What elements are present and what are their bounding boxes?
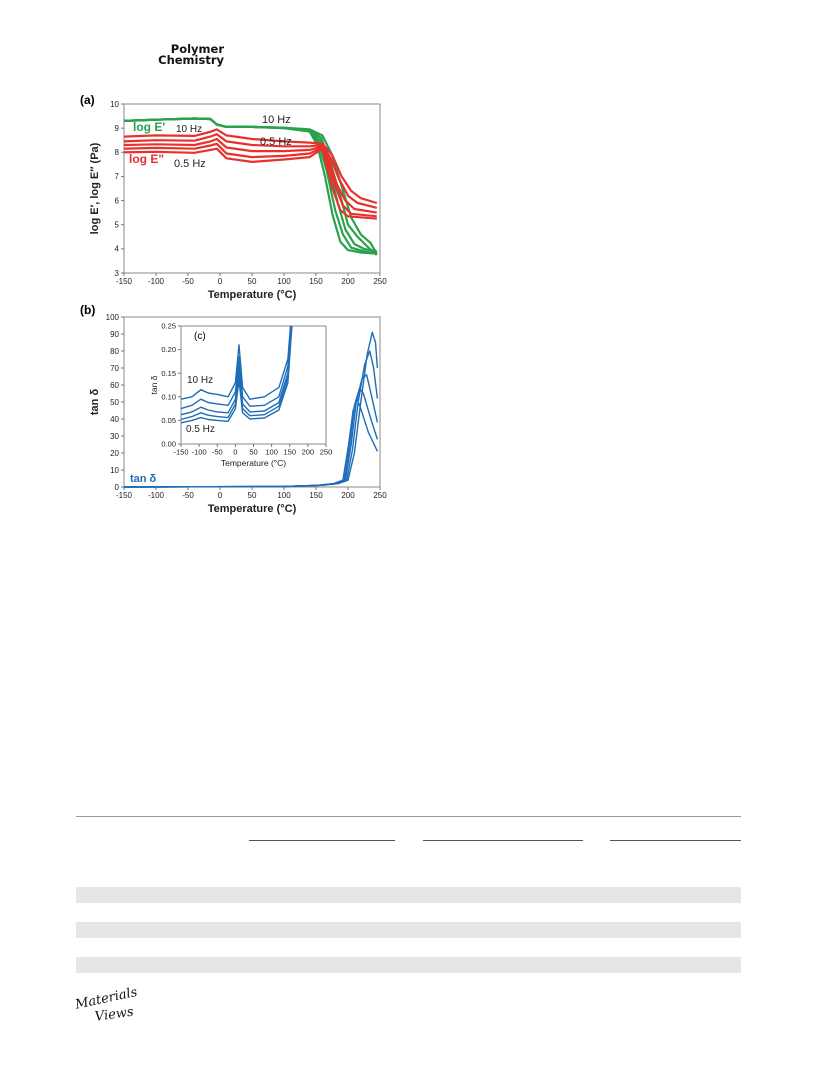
x-tick-label: 150 [309, 491, 323, 500]
y-tick-label: 4 [115, 245, 120, 254]
series-line [123, 142, 377, 218]
y-tick-label: 100 [106, 313, 120, 322]
materialsviews-logo: Materials Views [74, 985, 154, 1028]
x-tick-label: 250 [373, 491, 387, 500]
panel-b-label: (b) [80, 303, 95, 317]
series-line [123, 397, 379, 488]
table-row [76, 957, 741, 973]
table-row [76, 887, 741, 903]
series-line [180, 325, 293, 424]
x-tick-label: 50 [249, 448, 257, 457]
series-line [123, 137, 377, 214]
x-tick-label: -50 [182, 491, 194, 500]
journal-logo: Polymer Chemistry [158, 42, 224, 67]
x-tick-label: -150 [116, 277, 133, 286]
y-tick-label: 0.05 [161, 416, 176, 425]
chart-annotation: 10 Hz [262, 114, 291, 126]
x-tick-label: 100 [277, 277, 291, 286]
x-tick-label: -100 [192, 448, 207, 457]
x-tick-label: 250 [373, 277, 387, 286]
chart-a: -150 -100 -50 0 50 100 150 200 250 3 4 5 6 7 8 9 10 Tempe… [89, 100, 387, 301]
y-tick-label: 9 [115, 124, 120, 133]
chart-annotation: log E" [129, 152, 164, 166]
y-tick-label: 7 [115, 172, 120, 181]
y-tick-label: 0.15 [161, 369, 176, 378]
y-tick-label: 0.25 [161, 322, 176, 331]
y-tick-label: 90 [110, 330, 119, 339]
y-axis-label: log E′, log E′′ (Pa) [89, 142, 101, 234]
x-tick-label: 0 [233, 448, 237, 457]
x-tick-label: -150 [116, 491, 133, 500]
y-axis-label: tan δ [149, 375, 159, 394]
y-tick-label: 5 [115, 221, 120, 230]
y-tick-label: 80 [110, 347, 119, 356]
chart-annotation: tan δ [130, 473, 157, 485]
x-tick-label: -150 [173, 448, 188, 457]
x-axis-label: Temperature (°C) [208, 289, 297, 301]
y-tick-label: 40 [110, 415, 119, 424]
y-tick-label: 0 [115, 483, 120, 492]
journal-name-line1: Polymer [170, 42, 224, 56]
table-top-rule [76, 816, 741, 817]
plot-frame [180, 325, 327, 445]
table-header-rule [249, 840, 395, 841]
y-tick-label: 50 [110, 398, 119, 407]
x-tick-label: 0 [218, 491, 223, 500]
x-tick-label: 200 [302, 448, 315, 457]
x-tick-label: 50 [248, 491, 257, 500]
series-line [180, 325, 293, 421]
x-tick-label: 50 [248, 277, 257, 286]
series-line [123, 147, 377, 220]
y-tick-label: 0.10 [161, 392, 176, 401]
y-axis-label: tan δ [89, 389, 101, 416]
chart-annotation: 0.5 Hz [260, 136, 292, 148]
chart-annotation: 10 Hz [176, 124, 202, 135]
x-axis-label: Temperature (°C) [208, 503, 297, 515]
y-tick-label: 6 [115, 196, 120, 205]
series-line [123, 128, 378, 205]
chart-annotation: 0.5 Hz [186, 424, 215, 435]
chart-annotation: 10 Hz [187, 375, 213, 386]
y-tick-label: 70 [110, 364, 119, 373]
y-tick-label: 0.20 [161, 345, 176, 354]
panel-a-label: (a) [80, 93, 95, 107]
chart-c: -150 -100 -50 0 50 100 150 200 250 0.00 0.05 0.10 0.… [149, 322, 332, 468]
x-tick-label: 200 [341, 277, 355, 286]
y-tick-label: 8 [115, 148, 120, 157]
chart-annotation: log E' [133, 120, 165, 134]
table-header-rule [423, 840, 583, 841]
chart-annotation: 0.5 Hz [174, 158, 206, 170]
x-tick-label: -100 [148, 491, 165, 500]
x-tick-label: 100 [277, 491, 291, 500]
journal-name-line2: Chemistry [158, 53, 224, 67]
series-line [180, 325, 292, 410]
table-header-rule [610, 840, 741, 841]
x-tick-label: -100 [148, 277, 165, 286]
x-tick-label: 0 [218, 277, 223, 286]
y-tick-label: 0.00 [161, 440, 176, 449]
x-tick-label: -50 [212, 448, 223, 457]
x-tick-label: 250 [320, 448, 333, 457]
y-tick-label: 10 [110, 100, 119, 109]
y-tick-label: 60 [110, 381, 119, 390]
table-row [76, 922, 741, 938]
y-tick-label: 20 [110, 449, 119, 458]
series-line [123, 133, 378, 209]
series-line [123, 117, 377, 255]
series-line [180, 325, 292, 400]
figure: (a) (b) -150 -100 -50 0 50 100 150 200 250345678… [80, 93, 387, 515]
x-axis-label: Temperature (°C) [221, 458, 286, 468]
x-tick-label: 150 [283, 448, 296, 457]
x-tick-label: 200 [341, 491, 355, 500]
x-tick-label: 100 [265, 448, 278, 457]
y-tick-label: 10 [110, 466, 119, 475]
y-tick-label: 30 [110, 432, 119, 441]
inset-label: (c) [194, 331, 206, 342]
x-tick-label: 150 [309, 277, 323, 286]
y-tick-label: 3 [115, 269, 120, 278]
x-tick-label: -50 [182, 277, 194, 286]
